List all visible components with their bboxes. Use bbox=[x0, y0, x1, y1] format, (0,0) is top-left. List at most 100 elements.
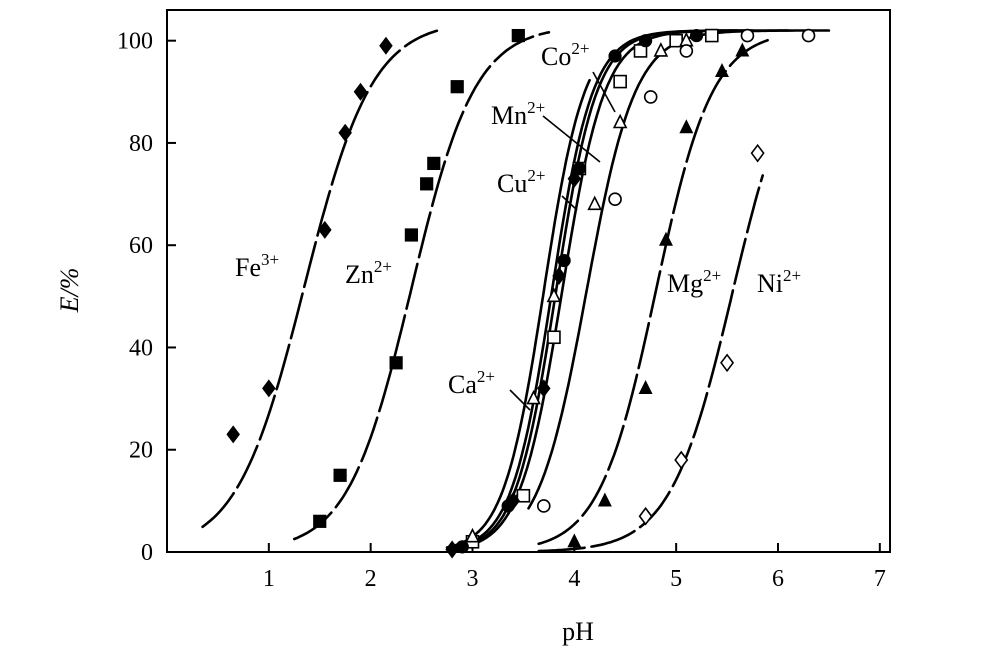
series-label-main: Fe bbox=[235, 253, 261, 282]
data-point-s5 bbox=[465, 527, 480, 543]
data-point-s3 bbox=[613, 74, 627, 89]
y-tick-label: 40 bbox=[129, 335, 153, 361]
data-point-s5 bbox=[587, 195, 602, 211]
series-label-main: Cu bbox=[497, 169, 527, 198]
series-label-6: Ca2+ bbox=[448, 367, 495, 399]
data-point-s4 bbox=[608, 49, 622, 63]
data-point-s1 bbox=[353, 82, 368, 101]
data-point-s4 bbox=[689, 28, 704, 43]
series-curve-2 bbox=[293, 30, 551, 541]
data-point-s4 bbox=[639, 34, 653, 48]
data-point-s8 bbox=[735, 42, 750, 57]
data-point-s6 bbox=[537, 379, 551, 398]
data-point-s6 bbox=[567, 169, 582, 188]
series-label-5: Cu2+ bbox=[497, 166, 545, 198]
data-point-s9 bbox=[674, 450, 689, 470]
data-point-s3 bbox=[704, 28, 719, 43]
data-point-s4 bbox=[572, 161, 587, 176]
series-label-superscript: 2+ bbox=[571, 39, 589, 58]
series-label-main: Zn bbox=[345, 260, 374, 289]
ticks: 1 2 3 4 5 6 7 0 20 40 60 80 100 bbox=[117, 29, 886, 592]
y-tick-label: 0 bbox=[141, 540, 153, 566]
y-axis-title: E/% bbox=[55, 268, 84, 314]
series-label-superscript: 2+ bbox=[527, 166, 545, 185]
data-point-s6 bbox=[552, 266, 566, 285]
data-point-s3 bbox=[633, 44, 648, 58]
x-axis-title: pH bbox=[562, 617, 594, 646]
series-label-main: Co bbox=[541, 42, 571, 71]
y-tick-label: 100 bbox=[117, 29, 153, 55]
series-label-superscript: 2+ bbox=[374, 257, 392, 276]
series-label-superscript: 2+ bbox=[527, 98, 545, 117]
series-label-main: Mg bbox=[667, 269, 703, 298]
data-point-s7 bbox=[740, 28, 755, 43]
data-point-s7 bbox=[679, 44, 694, 58]
y-tick-label: 20 bbox=[129, 438, 153, 464]
series-label-main: Ni bbox=[757, 269, 783, 298]
data-point-s5 bbox=[653, 42, 669, 57]
label-leader-line bbox=[509, 389, 531, 411]
data-point-s8 bbox=[679, 119, 694, 134]
series-label-main: Mn bbox=[491, 101, 527, 130]
data-point-s7 bbox=[643, 90, 658, 104]
series-label-1: Fe3+ bbox=[235, 250, 279, 282]
data-point-s8 bbox=[597, 492, 612, 507]
series-label-3: Co2+ bbox=[541, 39, 589, 71]
axes bbox=[166, 9, 891, 553]
data-point-s7 bbox=[801, 28, 816, 43]
x-tick-label: 4 bbox=[568, 566, 580, 592]
series-label-superscript: 2+ bbox=[703, 266, 721, 285]
data-point-s1 bbox=[318, 220, 332, 239]
data-point-s5 bbox=[546, 287, 562, 303]
series-label-superscript: 3+ bbox=[261, 250, 279, 269]
data-point-s2 bbox=[420, 177, 434, 191]
label-leader-line bbox=[542, 115, 601, 163]
x-tick-label: 3 bbox=[466, 566, 478, 592]
data-point-s3 bbox=[516, 488, 531, 503]
data-point-s7 bbox=[536, 499, 551, 513]
series-curve-1 bbox=[201, 29, 439, 529]
label-leader-line bbox=[592, 71, 616, 113]
data-point-s8 bbox=[659, 231, 673, 246]
series-label-main: Ca bbox=[448, 370, 477, 399]
x-tick-label: 7 bbox=[874, 566, 886, 592]
data-point-s2 bbox=[427, 156, 441, 170]
data-point-s2 bbox=[450, 80, 464, 94]
data-point-s5 bbox=[612, 113, 628, 129]
series-label-8: Mg2+ bbox=[667, 266, 721, 298]
x-tick-label: 6 bbox=[772, 566, 784, 592]
series-labels: Fe3+Zn2+Co2+Mn2+Cu2+Ca2+Mg2+ Ni2+ bbox=[235, 39, 801, 411]
data-point-s2 bbox=[511, 28, 525, 43]
series-label-superscript: 2+ bbox=[783, 266, 801, 285]
data-point-s7 bbox=[608, 192, 622, 206]
data-point-s9 bbox=[720, 353, 735, 373]
data-point-s8 bbox=[715, 63, 729, 77]
plot-frame bbox=[166, 9, 891, 553]
x-tick-label: 2 bbox=[365, 566, 377, 592]
data-point-s2 bbox=[313, 514, 327, 528]
data-point-s1 bbox=[262, 379, 276, 398]
data-point-s6 bbox=[445, 540, 459, 559]
data-point-s8 bbox=[638, 380, 653, 394]
data-point-s3 bbox=[547, 330, 561, 345]
data-point-s6 bbox=[506, 491, 520, 510]
data-point-s5 bbox=[526, 389, 541, 405]
x-tick-label: 5 bbox=[670, 566, 682, 592]
label-leader-line bbox=[561, 195, 578, 211]
series-curve-8 bbox=[537, 37, 775, 546]
data-point-s9 bbox=[638, 506, 653, 526]
series-label-superscript: 2+ bbox=[477, 367, 495, 386]
data-point-s4 bbox=[455, 540, 469, 554]
series-label-2: Zn2+ bbox=[345, 257, 392, 289]
series-label-9: Ni2+ bbox=[757, 266, 801, 298]
data-point-s1 bbox=[226, 425, 240, 444]
data-point-s9 bbox=[750, 143, 765, 163]
data-point-s2 bbox=[389, 356, 403, 370]
y-tick-label: 80 bbox=[129, 131, 153, 157]
data-point-s2 bbox=[404, 228, 418, 242]
x-tick-label: 1 bbox=[263, 566, 275, 592]
markers bbox=[226, 28, 816, 559]
data-point-s4 bbox=[557, 253, 571, 268]
series-label-4: Mn2+ bbox=[491, 98, 545, 130]
